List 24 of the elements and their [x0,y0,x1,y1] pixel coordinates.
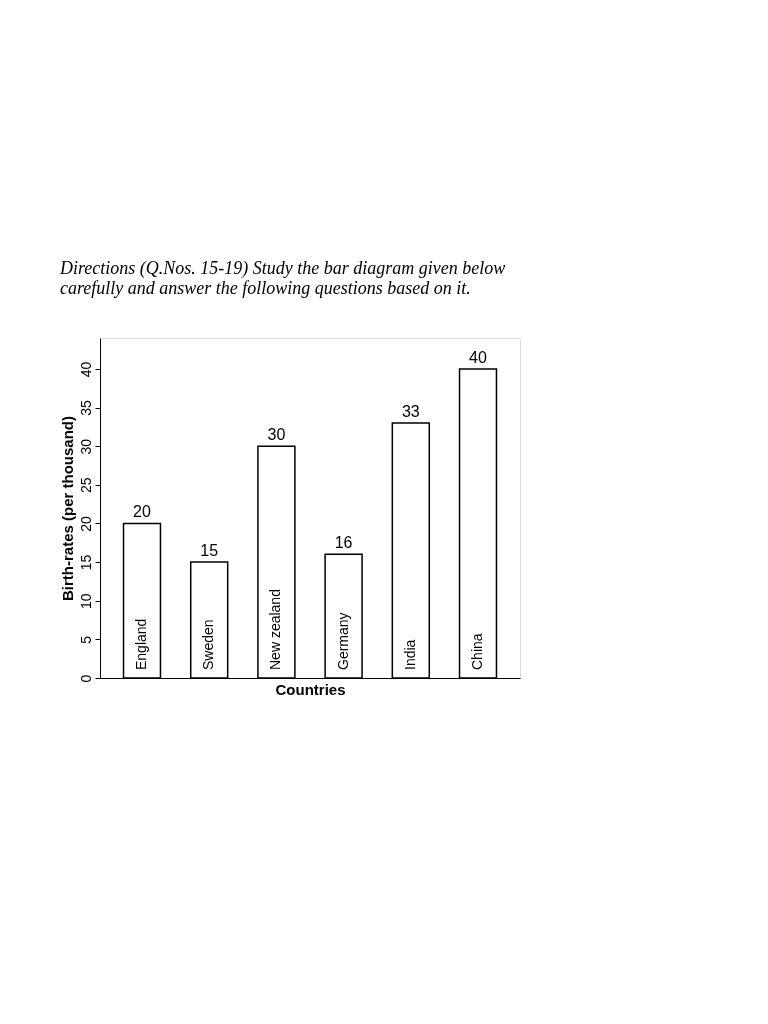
x-tick-label: China [469,633,485,670]
y-tick-label: 5 [77,635,94,644]
x-tick-label: New zealand [267,589,284,670]
data-label: 16 [334,534,353,552]
x-axis-title: Countries [275,680,346,698]
x-tick-label: Sweden [200,619,217,670]
y-tick-label: 15 [77,554,94,571]
x-tick-label: India [401,639,418,670]
y-tick-label: 30 [77,438,94,455]
x-tick-label: England [133,618,149,670]
data-label: 40 [469,348,487,366]
data-label: 15 [200,542,219,560]
data-label: 20 [133,503,151,521]
y-tick-label: 35 [77,400,94,416]
x-tick-label: Germany [334,612,351,670]
y-axis-title: Birth-rates (per thousand) [58,415,76,602]
data-label: 30 [267,426,286,444]
y-tick-label: 25 [77,477,94,494]
y-tick-label: 0 [77,674,94,683]
data-label: 33 [401,403,420,420]
chart-title: Directions (Q.Nos. 15-19) Study the bar diagram given below carefully and answer the following questions based on it. [59,258,506,298]
y-tick-label: 10 [77,593,94,610]
y-tick-label: 40 [77,361,94,378]
y-tick-label: 20 [77,515,94,532]
